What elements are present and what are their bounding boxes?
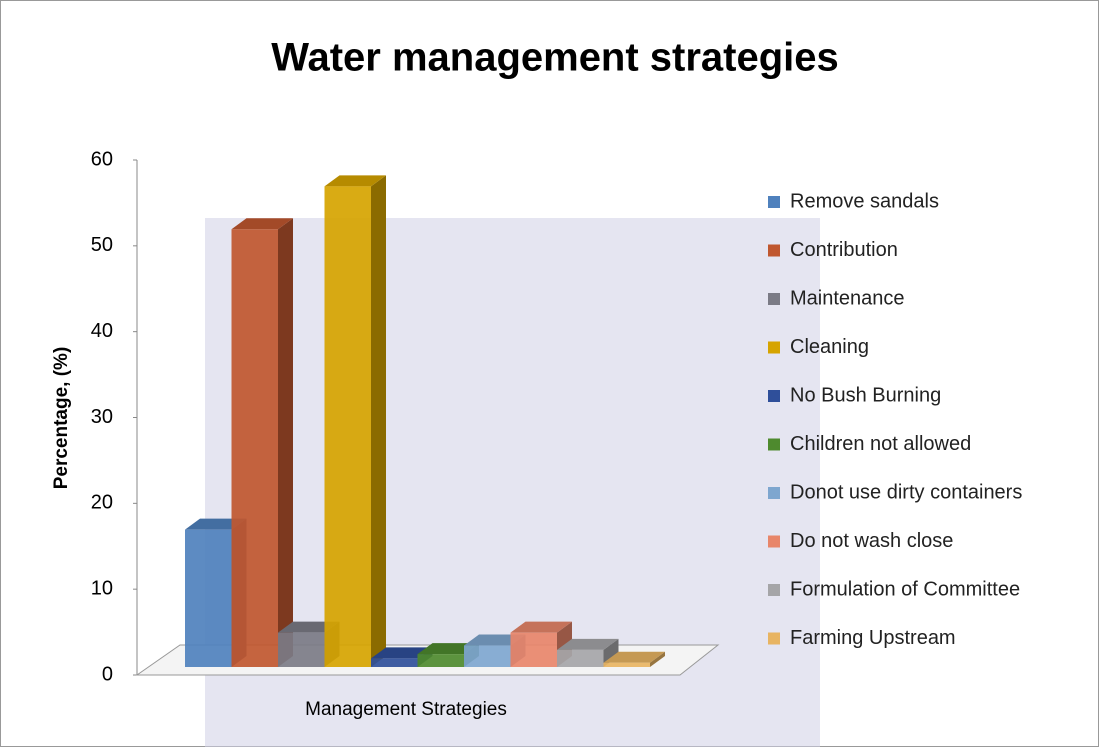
- legend-label: Donot use dirty containers: [790, 481, 1022, 503]
- x-axis-label: Management Strategies: [305, 699, 507, 720]
- legend-label: Do not wash close: [790, 530, 953, 552]
- legend-label: Formulation of Committee: [790, 578, 1020, 600]
- legend-swatch: [768, 536, 780, 548]
- legend-label: Maintenance: [790, 287, 905, 309]
- legend-swatch: [768, 487, 780, 499]
- bar: [418, 654, 465, 667]
- bar: [557, 650, 604, 667]
- bar: [325, 186, 372, 667]
- bar: [604, 663, 651, 667]
- y-tick-label: 20: [91, 492, 113, 514]
- legend-label: Cleaning: [790, 336, 869, 358]
- legend-swatch: [768, 293, 780, 305]
- legend-label: Contribution: [790, 239, 898, 261]
- bar: [464, 646, 511, 667]
- chart-title: Water management strategies: [271, 36, 839, 80]
- bar: [371, 658, 418, 667]
- y-tick-label: 30: [91, 406, 113, 428]
- y-tick-label: 40: [91, 320, 113, 342]
- y-tick-label: 50: [91, 234, 113, 256]
- y-tick-label: 0: [102, 663, 113, 685]
- bar: [185, 530, 232, 667]
- bar: [232, 229, 279, 667]
- y-tick-label: 60: [91, 148, 113, 170]
- bar: [511, 633, 558, 667]
- legend-swatch: [768, 439, 780, 451]
- legend-swatch: [768, 633, 780, 645]
- legend-swatch: [768, 245, 780, 257]
- y-axis-label: Percentage, (%): [51, 347, 72, 490]
- legend-swatch: [768, 342, 780, 354]
- chart: Water management strategies Percentage, …: [0, 0, 1099, 747]
- legend-swatch: [768, 196, 780, 208]
- bar-side: [371, 175, 386, 667]
- legend-label: Farming Upstream: [790, 627, 956, 649]
- legend-swatch: [768, 584, 780, 596]
- bar-side: [278, 218, 293, 667]
- y-tick-label: 10: [91, 577, 113, 599]
- legend-label: Remove sandals: [790, 190, 939, 212]
- legend-label: Children not allowed: [790, 433, 971, 455]
- legend-swatch: [768, 390, 780, 402]
- legend-label: No Bush Burning: [790, 384, 941, 406]
- bar: [278, 633, 325, 667]
